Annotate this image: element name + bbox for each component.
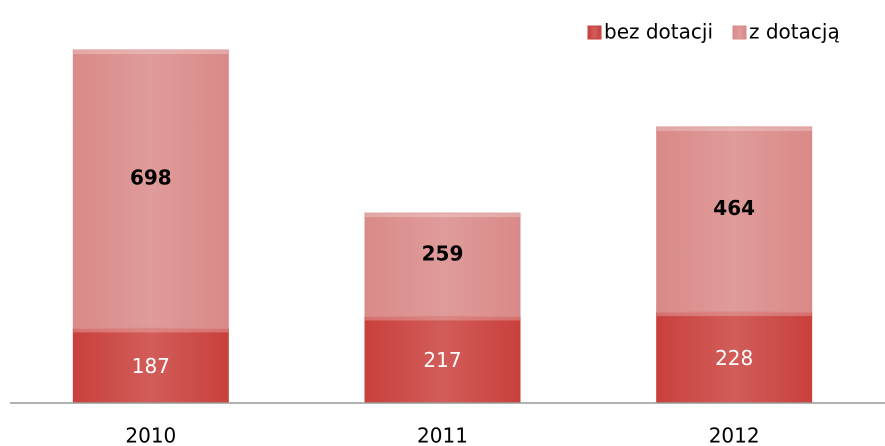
legend-swatch — [732, 25, 747, 40]
legend-label: bez dotacji — [604, 20, 713, 44]
x-tick-label: 2011 — [417, 424, 468, 446]
bar-segment — [72, 327, 229, 404]
bar-segment — [72, 49, 229, 329]
data-label: 259 — [422, 241, 464, 265]
bar-segment — [656, 311, 813, 404]
data-label: 698 — [130, 166, 172, 190]
data-label: 464 — [713, 196, 755, 220]
data-label: 228 — [715, 346, 753, 370]
bar-segment — [364, 212, 521, 317]
x-tick-label: 2010 — [125, 424, 176, 446]
legend-label: z dotacją — [749, 20, 840, 44]
legend-swatch — [587, 25, 602, 40]
x-tick-label: 2012 — [709, 424, 760, 446]
bar-segment — [656, 126, 813, 313]
data-label: 187 — [132, 354, 170, 378]
data-label: 217 — [423, 348, 461, 372]
